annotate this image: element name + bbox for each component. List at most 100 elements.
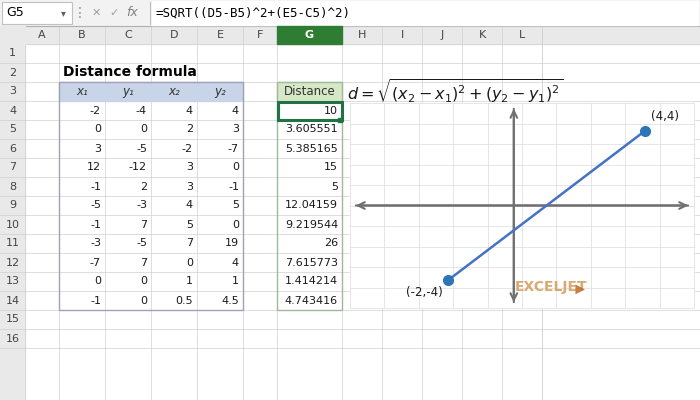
Text: 3: 3: [232, 124, 239, 134]
Text: 4: 4: [186, 200, 193, 210]
Text: 11: 11: [6, 238, 20, 248]
Text: H: H: [358, 30, 366, 40]
Text: $d = \sqrt{(x_2 - x_1)^2 + (y_2 - y_1)^2}$: $d = \sqrt{(x_2 - x_1)^2 + (y_2 - y_1)^2…: [347, 78, 563, 105]
Text: F: F: [257, 30, 263, 40]
Text: G5: G5: [6, 6, 24, 20]
Text: 16: 16: [6, 334, 20, 344]
Text: L: L: [519, 30, 525, 40]
Text: Distance: Distance: [284, 85, 335, 98]
Text: 5: 5: [331, 182, 338, 192]
Text: 19: 19: [225, 238, 239, 248]
Text: -3: -3: [90, 238, 101, 248]
Text: 0: 0: [140, 276, 147, 286]
Text: ⋮: ⋮: [73, 6, 87, 20]
Bar: [59, 82, 243, 310]
Text: 10: 10: [6, 220, 20, 230]
Text: K: K: [478, 30, 486, 40]
Text: B: B: [78, 30, 86, 40]
Text: -1: -1: [90, 296, 101, 306]
Text: 6: 6: [9, 144, 16, 154]
Bar: [0, 26, 25, 44]
Text: 12: 12: [87, 162, 101, 172]
Text: 1.414214: 1.414214: [285, 276, 338, 286]
Text: -1: -1: [90, 182, 101, 192]
Text: 3: 3: [94, 144, 101, 154]
Bar: [151, 82, 197, 101]
Bar: [105, 82, 151, 101]
Text: =SQRT((D5-B5)^2+(E5-C5)^2): =SQRT((D5-B5)^2+(E5-C5)^2): [156, 6, 351, 20]
Text: Distance formula: Distance formula: [63, 66, 197, 80]
Text: 8: 8: [9, 182, 16, 192]
Text: 10: 10: [324, 106, 338, 116]
Text: (4,4): (4,4): [651, 110, 679, 123]
Text: -5: -5: [136, 238, 147, 248]
Text: 0: 0: [232, 162, 239, 172]
Text: 7: 7: [140, 258, 147, 268]
Text: 12: 12: [6, 258, 20, 268]
Text: A: A: [38, 30, 46, 40]
Text: 9.219544: 9.219544: [285, 220, 338, 230]
Text: y₂: y₂: [214, 85, 226, 98]
Text: 0: 0: [140, 296, 147, 306]
Text: 0: 0: [232, 220, 239, 230]
Text: ▾: ▾: [61, 8, 66, 18]
Bar: [197, 82, 243, 101]
Text: EXCELJET: EXCELJET: [515, 280, 588, 294]
Text: 4.5: 4.5: [221, 296, 239, 306]
Text: 9: 9: [9, 200, 16, 210]
Text: J: J: [440, 30, 444, 40]
Text: 4: 4: [232, 258, 239, 268]
Text: -5: -5: [90, 200, 101, 210]
Bar: [0, 44, 25, 400]
Text: 0: 0: [186, 258, 193, 268]
Text: 2: 2: [140, 182, 147, 192]
Text: -4: -4: [136, 106, 147, 116]
Text: 3: 3: [9, 86, 16, 96]
Text: ✕: ✕: [91, 8, 101, 18]
Text: 13: 13: [6, 276, 20, 286]
Bar: [277, 82, 342, 101]
Text: 0.5: 0.5: [176, 296, 193, 306]
Text: 0: 0: [94, 124, 101, 134]
Text: 4: 4: [9, 106, 16, 116]
Text: 7: 7: [186, 238, 193, 248]
Text: 2: 2: [9, 68, 16, 78]
Text: 3: 3: [186, 182, 193, 192]
Text: I: I: [400, 30, 404, 40]
Text: 12.04159: 12.04159: [285, 200, 338, 210]
Text: 1: 1: [186, 276, 193, 286]
Text: 14: 14: [6, 296, 20, 306]
Text: -5: -5: [136, 144, 147, 154]
Bar: [277, 82, 342, 310]
Text: 7.615773: 7.615773: [285, 258, 338, 268]
Text: -2: -2: [90, 106, 101, 116]
Text: x₁: x₁: [76, 85, 88, 98]
Text: -2: -2: [182, 144, 193, 154]
Text: 15: 15: [6, 314, 20, 324]
Text: D: D: [169, 30, 178, 40]
Text: 1: 1: [232, 276, 239, 286]
Text: ◀: ◀: [575, 282, 584, 295]
Bar: [2, 2, 72, 24]
Text: x₂: x₂: [168, 85, 180, 98]
Text: -7: -7: [228, 144, 239, 154]
Text: 5: 5: [186, 220, 193, 230]
Text: G: G: [305, 30, 314, 40]
Text: 0: 0: [94, 276, 101, 286]
Bar: [338, 118, 342, 122]
Text: 7: 7: [140, 220, 147, 230]
Text: E: E: [216, 30, 223, 40]
Text: C: C: [124, 30, 132, 40]
Text: 2: 2: [186, 124, 193, 134]
Bar: [2, 2, 72, 24]
Bar: [277, 102, 342, 120]
Text: 15: 15: [324, 162, 338, 172]
Bar: [277, 26, 342, 44]
Bar: [0, 0, 700, 26]
Text: 4: 4: [232, 106, 239, 116]
Text: -7: -7: [90, 258, 101, 268]
Text: -12: -12: [129, 162, 147, 172]
Text: 3: 3: [186, 162, 193, 172]
Text: 5.385165: 5.385165: [286, 144, 338, 154]
Bar: [152, 1, 698, 25]
